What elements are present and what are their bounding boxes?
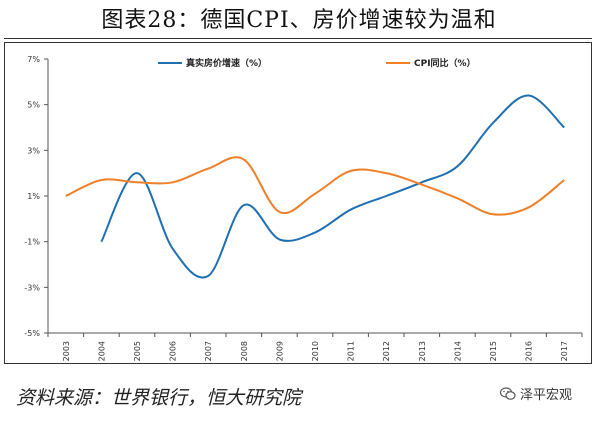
wechat-icon <box>500 386 516 400</box>
y-tick-label: 1% <box>27 192 40 201</box>
chart-axes: -5% -3% -1% 1% 3% 5% 7% 2003 2004 2005 2006 2007 200… <box>24 55 583 361</box>
plot-frame <box>4 42 592 364</box>
legend-label: CPI同比（%） <box>414 57 476 69</box>
x-tick-label: 2016 <box>525 341 534 361</box>
x-tick-label: 2003 <box>62 341 71 361</box>
x-tick-label: 2017 <box>560 341 569 361</box>
watermark-text: 泽平宏观 <box>520 388 573 403</box>
x-tick-label: 2013 <box>418 341 427 361</box>
x-tick-label: 2010 <box>311 341 320 361</box>
y-tick-label: 5% <box>27 101 40 110</box>
y-tick-label: -1% <box>24 238 40 247</box>
x-tick-label: 2006 <box>169 341 178 361</box>
y-tick-label: -5% <box>24 329 40 338</box>
y-tick-label: 3% <box>27 146 40 155</box>
title-divider <box>4 38 592 39</box>
x-tick-label: 2015 <box>489 341 498 361</box>
x-tick-label: 2005 <box>133 341 142 361</box>
x-tick-label: 2011 <box>347 341 356 361</box>
x-tick-label: 2012 <box>382 341 391 361</box>
x-tick-label: 2008 <box>240 341 249 361</box>
x-tick-label: 2009 <box>275 341 284 361</box>
watermark: 泽平宏观 <box>500 384 572 403</box>
legend-label: 真实房价增速（%） <box>186 57 267 69</box>
source-note: 资料来源：世界银行，恒大研究院 <box>16 387 302 409</box>
chart-title: 图表28：德国CPI、房价增速较为温和 <box>101 8 497 33</box>
y-tick-label: -3% <box>24 283 40 292</box>
series-line-house-price <box>100 94 565 279</box>
x-tick-label: 2004 <box>97 341 106 361</box>
y-tick-label: 7% <box>27 55 40 64</box>
x-tick-label: 2007 <box>204 341 213 361</box>
chart-series <box>65 94 565 279</box>
chart-legend: 真实房价增速（%） CPI同比（%） <box>158 57 476 69</box>
series-line-cpi <box>65 156 565 216</box>
x-tick-label: 2014 <box>453 341 462 361</box>
